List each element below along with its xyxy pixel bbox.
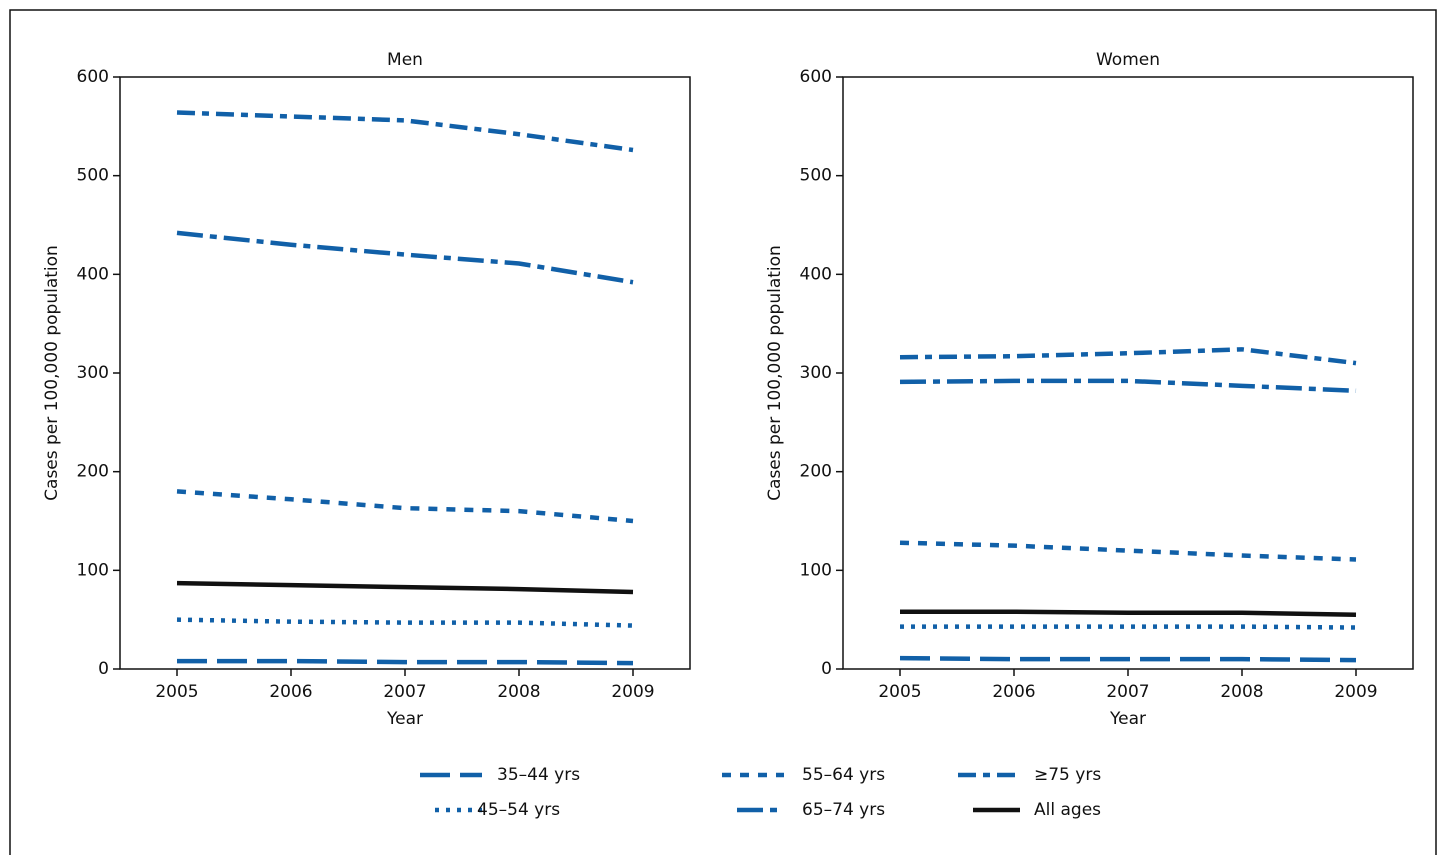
x-tick-label: 2005 [155, 682, 198, 702]
series-line [899, 655, 1357, 663]
x-tick-label: 2009 [1334, 682, 1377, 702]
plot-area [119, 76, 691, 670]
series-line [899, 540, 1357, 562]
y-tick-label: 0 [821, 659, 832, 679]
y-tick-label: 400 [800, 264, 832, 284]
y-tick-label: 400 [77, 264, 109, 284]
panel-title: Women [1096, 50, 1160, 70]
legend-item: All ages [973, 800, 1101, 820]
legend-item: ≥75 yrs [958, 765, 1101, 785]
series-line [176, 580, 634, 595]
x-tick-label: 2006 [269, 682, 312, 702]
y-tick-label: 600 [77, 67, 109, 87]
x-tick-label: 2005 [878, 682, 921, 702]
y-tick-label: 500 [77, 166, 109, 186]
legend-label: 55–64 yrs [802, 765, 885, 785]
y-axis-label: Cases per 100,000 population [42, 245, 62, 501]
x-tick-label: 2008 [497, 682, 540, 702]
series-line [900, 624, 1357, 630]
x-tick-label: 2009 [611, 682, 654, 702]
y-tick-label: 100 [77, 560, 109, 580]
x-axis-label: Year [386, 709, 423, 729]
series-line [899, 378, 1357, 394]
legend-label: 35–44 yrs [497, 765, 580, 785]
series-line [899, 347, 1357, 366]
y-tick-label: 100 [800, 560, 832, 580]
series-line [177, 658, 634, 666]
legend-label: 65–74 yrs [802, 800, 885, 820]
legend-item: 65–74 yrs [737, 800, 885, 820]
y-axis-label: Cases per 100,000 population [765, 245, 785, 501]
x-tick-label: 2008 [1220, 682, 1263, 702]
y-tick-label: 0 [98, 659, 109, 679]
y-tick-label: 300 [77, 363, 109, 383]
y-tick-label: 600 [800, 67, 832, 87]
legend-item: 55–64 yrs [722, 765, 885, 785]
series-line [176, 489, 634, 524]
panel-title: Men [387, 50, 423, 70]
series-line [176, 617, 634, 628]
frame [9, 9, 1437, 855]
y-tick-label: 200 [77, 462, 109, 482]
y-tick-label: 300 [800, 363, 832, 383]
legend-item: 35–44 yrs [420, 765, 580, 785]
legend-label: 45–54 yrs [477, 800, 560, 820]
y-tick-label: 500 [800, 166, 832, 186]
series-line [176, 230, 634, 285]
x-tick-label: 2007 [383, 682, 426, 702]
y-tick-label: 200 [800, 462, 832, 482]
legend-label: ≥75 yrs [1034, 765, 1101, 785]
series-line [900, 609, 1357, 617]
x-tick-label: 2006 [992, 682, 1035, 702]
legend-item: 45–54 yrs [435, 800, 560, 820]
x-tick-label: 2007 [1106, 682, 1149, 702]
plot-area [842, 76, 1414, 670]
legend-label: All ages [1034, 800, 1101, 820]
x-axis-label: Year [1109, 709, 1146, 729]
series-line [176, 110, 634, 153]
